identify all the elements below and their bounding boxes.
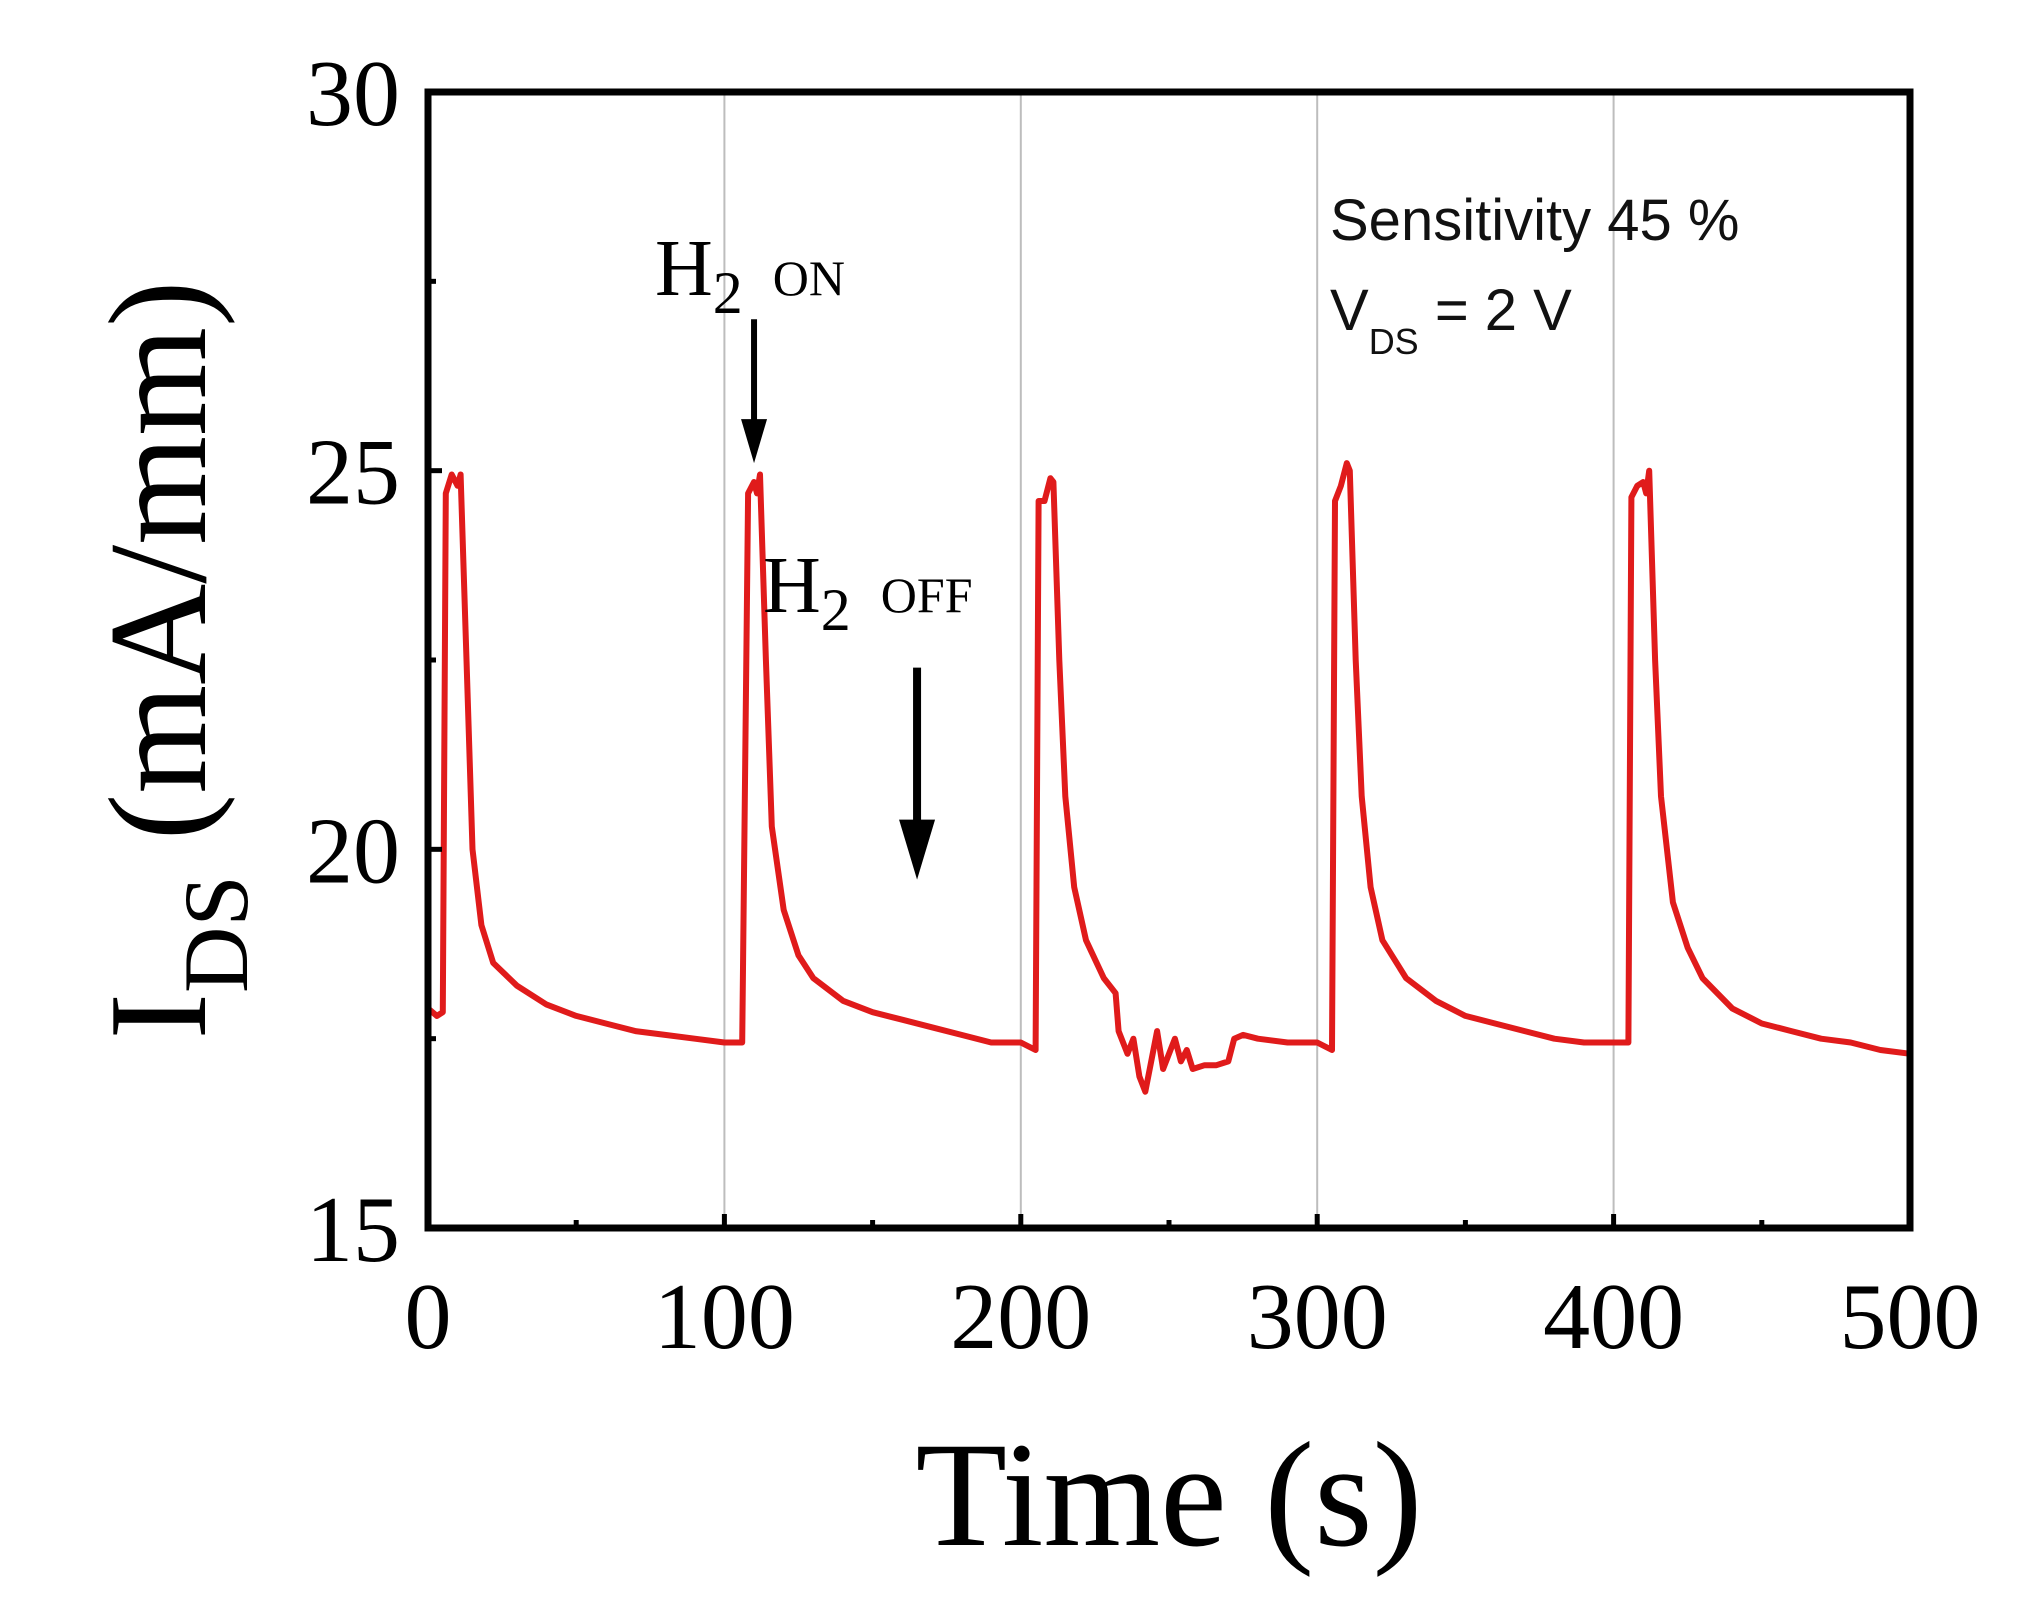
vds-note: VDS = 2 V [1330,278,1572,362]
tick-marks [425,89,1913,1231]
x-tick-label-200: 200 [950,1265,1091,1369]
vds-subscript: DS [1369,321,1419,362]
svg-text:IDS (mA/mm): IDS (mA/mm) [81,280,267,1039]
sensitivity-note: Sensitivity 45 % [1330,188,1739,253]
y-tick-labels: 15 20 25 30 [306,42,400,1282]
y-axis-label: IDS (mA/mm) [81,280,267,1039]
x-tick-label-0: 0 [405,1265,452,1369]
h2-on-main: H [655,225,713,313]
data-series-layer [425,460,1913,1095]
y-tick-label-25: 25 [306,421,400,525]
x-axis-label: Time (s) [915,1412,1422,1578]
data-line-ids [425,460,1913,1095]
grid-lines [723,92,1615,1228]
y-axis-label-subscript: DS [165,875,267,993]
x-tick-label-500: 500 [1840,1265,1981,1369]
h2-off-arrow-head [899,819,936,880]
x-tick-label-400: 400 [1543,1265,1684,1369]
y-tick-label-20: 20 [306,799,400,903]
y-tick-label-15: 15 [306,1178,400,1282]
h2-off-main: H [763,542,821,630]
y-tick-label-30: 30 [306,42,400,146]
h2-on-label: ON [773,250,845,306]
x-tick-labels: 0 100 200 300 400 500 [405,1265,1981,1369]
y-axis-label-units: (mA/mm) [81,280,236,875]
h2-on-annotation: H2 ON [655,225,845,464]
h2-on-subscript: 2 [713,260,743,326]
h2-off-subscript: 2 [821,577,851,643]
h2-off-annotation: H2 OFF [763,542,973,880]
y-axis-label-main: I [81,993,236,1040]
vds-main: V [1330,278,1369,343]
h2-on-arrow-head [741,419,768,464]
h2-off-label: OFF [881,567,973,623]
x-tick-label-100: 100 [654,1265,795,1369]
x-tick-label-300: 300 [1247,1265,1388,1369]
vds-value: = 2 V [1419,278,1572,343]
